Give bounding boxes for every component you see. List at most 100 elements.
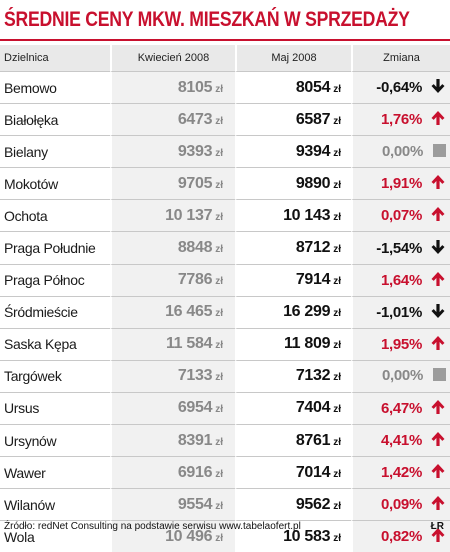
- district-name: Śródmieście: [0, 295, 110, 328]
- may-price-value: 8054: [295, 78, 331, 96]
- column-header-district: Dzielnica: [0, 45, 110, 71]
- currency-unit: zł: [333, 211, 341, 223]
- price-change: 6,47%: [351, 391, 450, 425]
- price-change: 1,95%: [351, 327, 450, 360]
- price-change: 1,91%: [351, 167, 450, 200]
- change-value: 1,64%: [380, 271, 422, 289]
- price-change: -0,64%: [351, 71, 450, 104]
- table-row: Saska Kępa 11 584 zł 11 809 zł 1,95%: [0, 327, 450, 360]
- may-price-value: 7014: [295, 463, 331, 481]
- may-price: 10 583 zł: [235, 520, 351, 552]
- april-price: 9554 zł: [110, 488, 235, 521]
- currency-unit: zł: [215, 372, 223, 384]
- april-price: 8848 zł: [110, 231, 235, 264]
- source-note: Źródło: redNet Consulting na podstawie s…: [4, 521, 301, 532]
- table-row: Ursynów 8391 zł 8761 zł 4,41%: [0, 424, 450, 457]
- currency-unit: zł: [333, 244, 341, 256]
- may-price-value: 6587: [295, 110, 331, 128]
- may-price: 16 299 zł: [235, 295, 351, 328]
- change-value: 0,00%: [381, 367, 423, 385]
- price-change: 0,07%: [351, 199, 450, 232]
- column-header-april: Kwiecień 2008: [110, 45, 235, 71]
- change-value: -1,01%: [376, 303, 422, 321]
- april-price-value: 6473: [177, 110, 213, 128]
- table-row: Ochota 10 137 zł 10 143 zł 0,07%: [0, 199, 450, 232]
- table-header: Dzielnica Kwiecień 2008 Maj 2008 Zmiana: [0, 45, 450, 71]
- currency-unit: zł: [333, 340, 341, 352]
- table-row: Praga Północ 7786 zł 7914 zł 1,64%: [0, 263, 450, 296]
- arrow-up-icon: [431, 175, 445, 190]
- table-body: Bemowo 8105 zł 8054 zł -0,64% Białołęka 6473 zł 6…: [0, 71, 450, 552]
- april-price: 8105 zł: [110, 71, 235, 104]
- table-row: Targówek 7133 zł 7132 zł 0,00%: [0, 359, 450, 392]
- change-value: -0,64%: [376, 79, 422, 97]
- april-price-value: 10 137: [165, 206, 213, 224]
- currency-unit: zł: [333, 147, 341, 159]
- table-row: Mokotów 9705 zł 9890 zł 1,91%: [0, 167, 450, 200]
- april-price-value: 7786: [177, 271, 213, 289]
- april-price: 6916 zł: [110, 456, 235, 489]
- april-price-value: 9554: [177, 495, 213, 513]
- may-price-value: 9890: [295, 174, 331, 192]
- may-price-value: 7914: [295, 271, 331, 289]
- april-price-value: 16 465: [165, 303, 213, 321]
- district-name: Wola: [0, 520, 110, 552]
- currency-unit: zł: [333, 372, 341, 384]
- currency-unit: zł: [215, 83, 223, 95]
- change-value: 0,00%: [381, 142, 423, 160]
- table-row: Śródmieście 16 465 zł 16 299 zł -1,01%: [0, 295, 450, 328]
- district-name: Ursus: [0, 391, 110, 424]
- may-price-value: 7404: [295, 399, 331, 417]
- currency-unit: zł: [215, 436, 223, 448]
- april-price-value: 7133: [177, 367, 213, 385]
- currency-unit: zł: [215, 532, 223, 544]
- april-price: 9705 zł: [110, 167, 235, 200]
- currency-unit: zł: [215, 276, 223, 288]
- may-price: 7014 zł: [235, 456, 351, 489]
- currency-unit: zł: [333, 308, 341, 320]
- april-price-value: 8105: [177, 78, 213, 96]
- arrow-up-icon: [431, 111, 445, 126]
- arrow-up-icon: [431, 464, 445, 479]
- april-price-value: 8848: [177, 239, 213, 257]
- district-name: Wawer: [0, 456, 110, 488]
- may-price: 11 809 zł: [235, 327, 351, 360]
- april-price-value: 8391: [177, 431, 213, 449]
- change-value: 1,76%: [380, 111, 422, 129]
- arrow-up-icon: [431, 432, 445, 447]
- may-price-value: 8761: [295, 431, 331, 449]
- april-price: 7133 zł: [110, 359, 235, 392]
- may-price: 10 143 zł: [235, 199, 351, 232]
- table-row: Wawer 6916 zł 7014 zł 1,42%: [0, 456, 450, 489]
- april-price: 6473 zł: [110, 103, 235, 136]
- currency-unit: zł: [215, 244, 223, 256]
- page-title: ŚREDNIE CENY MKW. MIESZKAŃ W SPRZEDAŻY: [4, 8, 410, 31]
- column-header-may: Maj 2008: [235, 45, 351, 71]
- price-change: 1,76%: [351, 103, 450, 136]
- district-name: Mokotów: [0, 167, 110, 199]
- currency-unit: zł: [215, 179, 223, 191]
- currency-unit: zł: [215, 147, 223, 159]
- april-price: 6954 zł: [110, 391, 235, 425]
- april-price: 11 584 zł: [110, 327, 235, 360]
- district-name: Ursynów: [0, 424, 110, 456]
- table-row: Bemowo 8105 zł 8054 zł -0,64%: [0, 71, 450, 104]
- arrow-down-icon: [431, 79, 445, 94]
- column-header-change: Zmiana: [351, 45, 450, 71]
- change-value: 4,41%: [380, 432, 422, 450]
- district-name: Białołęka: [0, 103, 110, 135]
- currency-unit: zł: [333, 276, 341, 288]
- currency-unit: zł: [215, 468, 223, 480]
- may-price: 8712 zł: [235, 231, 351, 264]
- price-change: -1,01%: [351, 295, 450, 328]
- may-price-value: 10 143: [283, 206, 331, 224]
- currency-unit: zł: [333, 115, 341, 127]
- currency-unit: zł: [215, 404, 223, 416]
- change-value: 0,09%: [380, 496, 422, 514]
- currency-unit: zł: [215, 115, 223, 127]
- arrow-up-icon: [431, 496, 445, 511]
- arrow-up-icon: [431, 207, 445, 222]
- may-price-value: 9394: [295, 142, 331, 160]
- change-value: 1,95%: [380, 335, 422, 353]
- price-change: 0,00%: [351, 359, 450, 392]
